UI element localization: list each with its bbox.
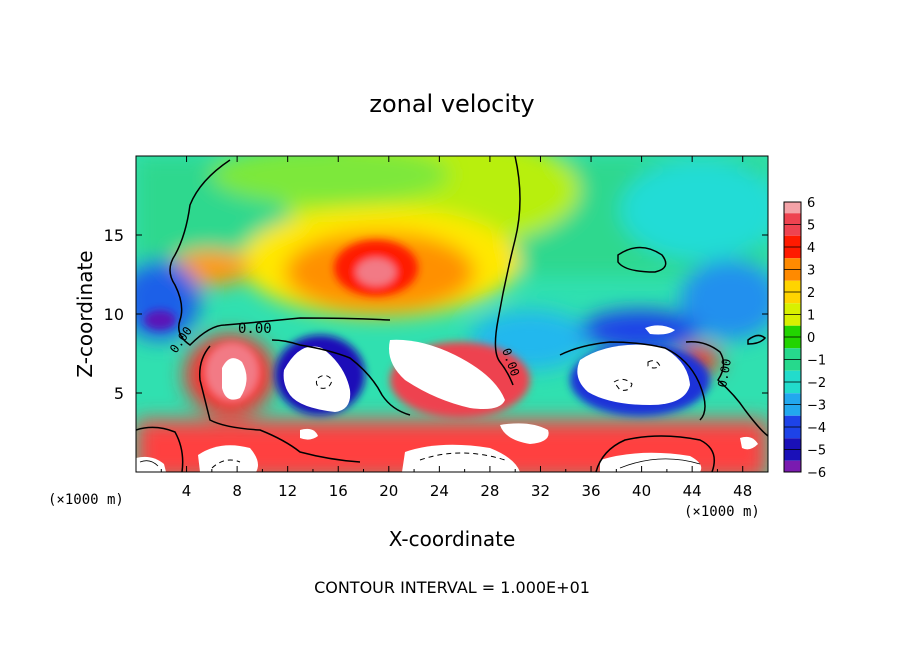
x-tick-label: 24 (430, 482, 449, 500)
x-tick-label: 28 (480, 482, 499, 500)
contour-label: 0.00 (715, 358, 734, 389)
x-tick-label: 12 (278, 482, 297, 500)
contour-interval-footer: CONTOUR INTERVAL = 1.000E+01 (314, 578, 590, 597)
contour-label: 0.00 (238, 321, 272, 337)
x-tick-label: 48 (733, 482, 752, 500)
x-tick-label: 40 (632, 482, 651, 500)
colorbar-label: 6 (807, 196, 815, 211)
x-tick-label: 4 (182, 482, 192, 500)
colorbar-label: −4 (807, 421, 826, 436)
x-tick-label: 20 (379, 482, 398, 500)
colorbar-label: −5 (807, 444, 826, 459)
y-tick-label: 5 (114, 384, 124, 403)
x-axis-label: X-coordinate (389, 527, 516, 551)
colorbar-label: 4 (807, 241, 815, 256)
y-axis-label: Z-coordinate (73, 250, 97, 377)
x-unit-left: (×1000 m) (48, 492, 124, 508)
x-tick-label: 32 (531, 482, 550, 500)
colorbar-swatch (784, 202, 801, 214)
thin-contours (139, 458, 701, 469)
colorbar-label: 5 (807, 219, 815, 234)
y-tick-label: 10 (104, 305, 124, 324)
heatmap-field (136, 156, 768, 472)
chart-title: zonal velocity (369, 90, 534, 118)
zero-contours (136, 156, 768, 472)
x-tick-label: 8 (232, 482, 242, 500)
colorbar-label: −3 (807, 399, 826, 414)
colorbar-label: −2 (807, 376, 826, 391)
colorbar-label: −1 (807, 354, 826, 369)
y-tick-label: 15 (104, 226, 124, 245)
x-unit-right: (×1000 m) (684, 504, 760, 520)
colorbar-label: 0 (807, 331, 815, 346)
out-of-range-regions (136, 325, 758, 472)
colorbar-label: −6 (807, 466, 826, 481)
x-tick-label: 36 (581, 482, 600, 500)
colorbar-label: 2 (807, 286, 815, 301)
x-tick-label: 16 (329, 482, 348, 500)
colorbar-label: 3 (807, 264, 815, 279)
dashed-contours (211, 360, 661, 469)
x-tick-label: 44 (683, 482, 702, 500)
colorbar: 6 5 4 3 2 1 0 −1 −2 −3 −4 −5 −6 (783, 196, 826, 481)
colorbar-label: 1 (807, 309, 815, 324)
colorbar-swatch (784, 460, 801, 472)
